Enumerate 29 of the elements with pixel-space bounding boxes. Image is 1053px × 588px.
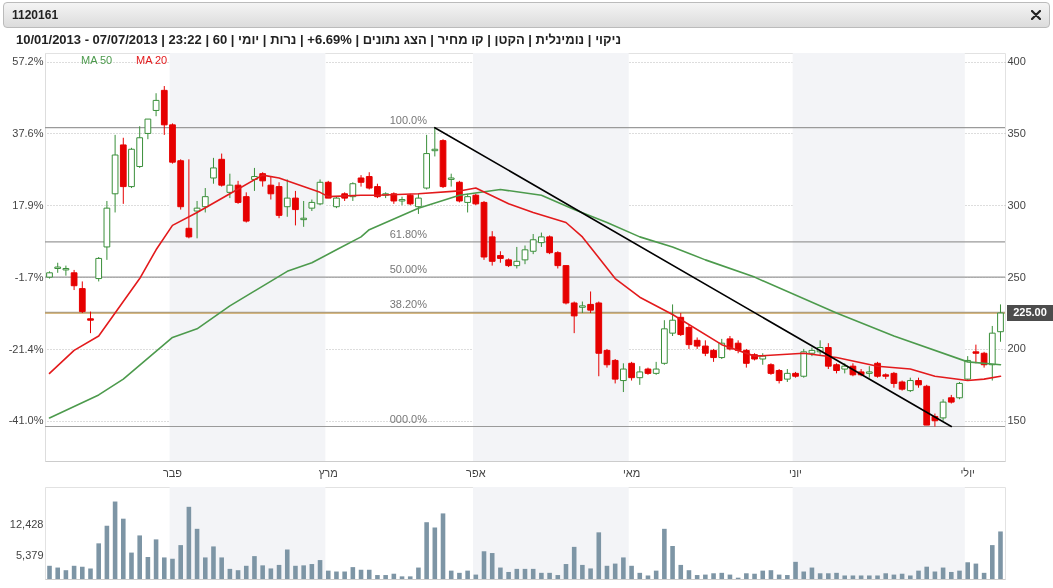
y2-tick-label: 17.9%: [12, 198, 44, 211]
y2-tick-label: -1.7%: [14, 270, 44, 283]
y-tick-label: 350: [1007, 126, 1026, 139]
y-tick-label: 150: [1007, 414, 1026, 427]
y-tick-label: 12,428: [9, 517, 44, 530]
y-tick-label: 5,379: [15, 548, 44, 561]
y-tick-label: 200: [1007, 342, 1026, 355]
x-tick-label: יוני: [789, 466, 802, 479]
y2-tick-label: 37.6%: [12, 126, 44, 139]
y2-tick-label: 57.2%: [12, 55, 44, 68]
chart-title: 1120161: [12, 8, 59, 22]
x-tick-label: פבר: [162, 466, 183, 479]
x-tick-label: מרץ: [318, 466, 338, 479]
annotation: 38.20%: [389, 298, 428, 311]
x-tick-label: מאי: [622, 466, 641, 479]
y2-tick-label: -21.4%: [8, 342, 44, 355]
text: MA 20: [136, 54, 168, 66]
x-tick-label: יולי: [960, 466, 975, 479]
text: MA 50: [81, 54, 113, 66]
y-tick-label: 300: [1007, 198, 1026, 211]
annotation: 50.00%: [389, 263, 428, 276]
x-tick-label: אפר: [466, 466, 486, 479]
annotation: 000.0%: [389, 412, 428, 425]
y-tick-label: 250: [1007, 270, 1026, 283]
y2-tick-label: -41.0%: [8, 414, 44, 427]
ref-line-label: 225.00: [1013, 306, 1047, 319]
annotation: 61.80%: [389, 227, 428, 240]
annotation: 100.0%: [389, 113, 428, 126]
y-tick-label: 400: [1007, 55, 1026, 68]
